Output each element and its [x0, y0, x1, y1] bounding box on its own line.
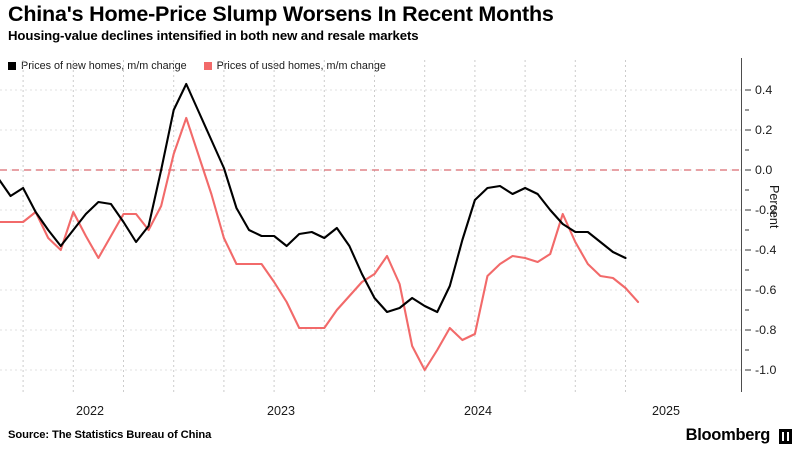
y-axis-tick-mark [745, 249, 751, 251]
x-axis-tick-label: 2024 [463, 404, 493, 418]
chart-legend: Prices of new homes, m/m change Prices o… [8, 60, 386, 72]
y-axis-tick-label: -0.2 [755, 203, 777, 217]
y-axis-tick-mark [745, 89, 751, 91]
x-axis-tick-label: 2022 [75, 404, 105, 418]
page-title: China's Home-Price Slump Worsens In Rece… [8, 2, 554, 26]
square-swatch-icon [203, 62, 212, 70]
plot-area [0, 60, 741, 392]
chart-header: China's Home-Price Slump Worsens In Rece… [8, 2, 792, 44]
legend-label-used-homes: Prices of used homes, m/m change [216, 60, 386, 72]
x-axis-tick-label: 2023 [266, 404, 296, 418]
y-axis-tick-label: -0.6 [755, 283, 777, 297]
y-axis-minor-tick [745, 349, 749, 351]
y-axis-tick-mark [745, 369, 751, 371]
bloomberg-logo-icon [779, 429, 792, 444]
chart-footer: Source: The Statistics Bureau of China B… [8, 426, 792, 449]
x-axis-tick-label: 2025 [651, 404, 681, 418]
series-line-used-homes [0, 116, 640, 372]
y-axis-tick-mark [745, 169, 751, 171]
y-axis-tick-mark [745, 209, 751, 211]
y-axis-minor-tick [745, 149, 749, 151]
y-axis-tick-label: -0.4 [755, 243, 777, 257]
y-axis-minor-tick [745, 109, 749, 111]
y-axis-tick-label: 0.0 [755, 163, 773, 177]
y-axis-tick-mark [745, 289, 751, 291]
y-axis-title: Percent [767, 185, 781, 229]
y-axis-tick-label: -1.0 [755, 363, 777, 377]
page-subtitle: Housing-value declines intensified in bo… [8, 28, 419, 43]
legend-label-new-homes: Prices of new homes, m/m change [21, 60, 187, 72]
y-axis-spine [741, 58, 743, 392]
legend-item-new-homes: Prices of new homes, m/m change [8, 60, 187, 72]
y-axis-minor-tick [745, 229, 749, 231]
source-note: Source: The Statistics Bureau of China [8, 429, 212, 441]
plot-svg [0, 60, 741, 392]
y-axis-tick-label: 0.4 [755, 83, 773, 97]
series-line-new-homes [0, 82, 627, 314]
y-axis-tick-label: -0.8 [755, 323, 777, 337]
y-axis-tick-label: 0.2 [755, 123, 773, 137]
y-axis-minor-tick [745, 189, 749, 191]
y-axis-minor-tick [745, 309, 749, 311]
gridlines [0, 60, 741, 392]
y-axis-tick-mark [745, 129, 751, 131]
square-swatch-icon [8, 62, 16, 70]
y-axis-minor-tick [745, 269, 749, 271]
brand-wordmark: Bloomberg [685, 426, 771, 444]
y-axis-labels: 0.4 0.2 0.0 -0.2 -0.4 -0.6 -0.8 -1.0 [745, 60, 800, 390]
legend-item-used-homes: Prices of used homes, m/m change [203, 60, 386, 72]
y-axis-tick-mark [745, 329, 751, 331]
